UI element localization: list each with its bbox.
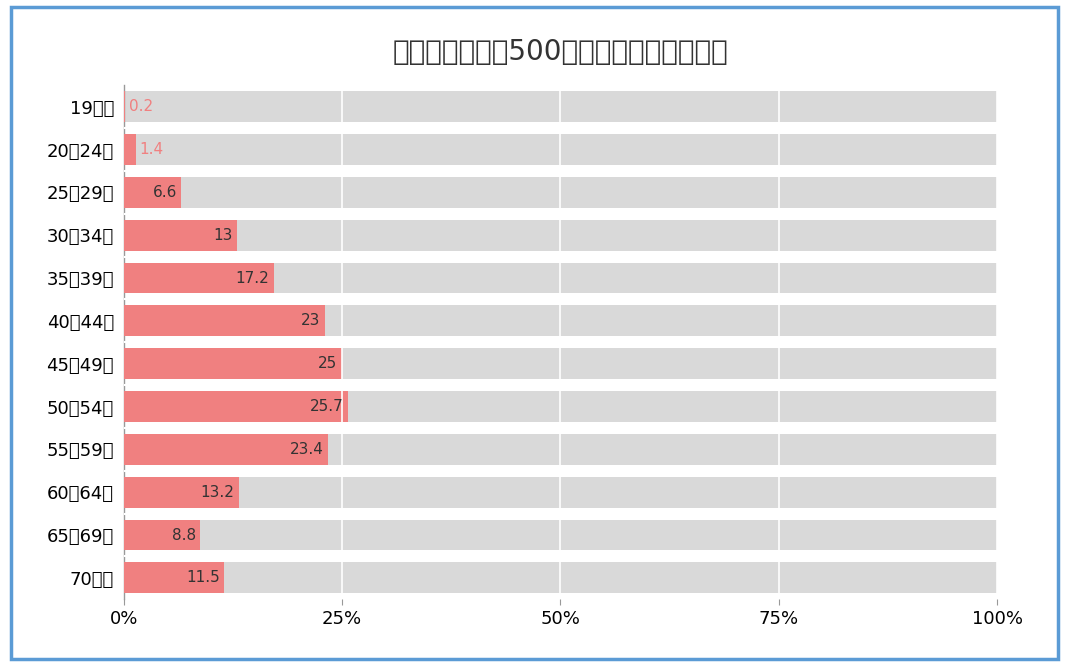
Bar xyxy=(124,519,201,550)
Bar xyxy=(124,562,224,593)
Bar xyxy=(124,177,182,208)
Bar xyxy=(124,91,125,122)
Bar xyxy=(124,134,997,165)
Bar xyxy=(124,262,274,294)
Bar xyxy=(124,306,997,336)
Text: 8.8: 8.8 xyxy=(172,527,196,543)
Bar xyxy=(124,477,997,507)
Title: 《年代別》年収500万以上の割合（女性）: 《年代別》年収500万以上の割合（女性） xyxy=(392,39,728,67)
Bar xyxy=(124,391,997,422)
Bar xyxy=(124,306,325,336)
Bar xyxy=(124,262,997,294)
Bar xyxy=(124,391,348,422)
Bar xyxy=(124,434,997,465)
Bar xyxy=(124,434,328,465)
Bar xyxy=(124,348,342,379)
Text: 25: 25 xyxy=(319,356,338,371)
Text: 13.2: 13.2 xyxy=(201,485,234,500)
Bar xyxy=(124,220,237,250)
Bar xyxy=(124,91,997,122)
Text: 13: 13 xyxy=(214,228,233,242)
Bar xyxy=(124,348,997,379)
Text: 25.7: 25.7 xyxy=(310,399,344,414)
Text: 6.6: 6.6 xyxy=(153,185,176,200)
Text: 17.2: 17.2 xyxy=(236,270,269,286)
Bar xyxy=(124,519,997,550)
Bar xyxy=(124,562,997,593)
Text: 1.4: 1.4 xyxy=(139,142,164,157)
Text: 23: 23 xyxy=(300,314,320,328)
Bar xyxy=(124,477,238,507)
Text: 11.5: 11.5 xyxy=(186,570,220,585)
Bar xyxy=(124,134,136,165)
Bar xyxy=(124,177,997,208)
Bar xyxy=(124,220,997,250)
Text: 0.2: 0.2 xyxy=(129,99,153,115)
Text: 23.4: 23.4 xyxy=(290,442,324,457)
